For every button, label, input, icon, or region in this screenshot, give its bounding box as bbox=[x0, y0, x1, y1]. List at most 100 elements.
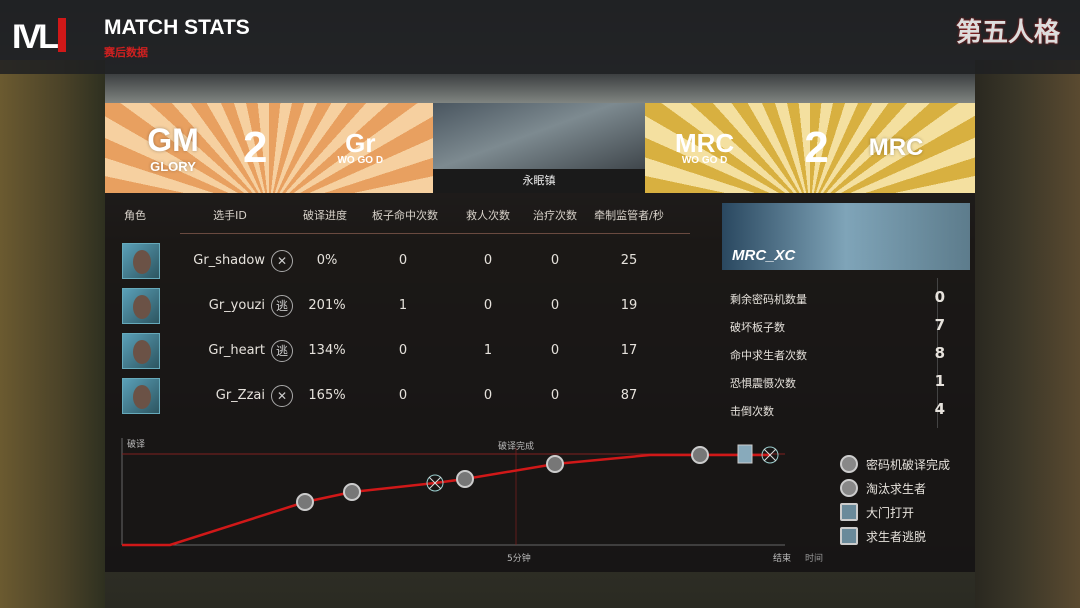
team-right-score: 2 bbox=[804, 123, 829, 172]
header-pallet-hits: 板子命中次数 bbox=[372, 209, 438, 222]
cell-heals: 0 bbox=[550, 298, 560, 313]
table-row: Gr_heart 逃 134% 0 1 0 17 bbox=[105, 333, 705, 373]
player-name: Gr_heart bbox=[208, 343, 265, 358]
cell-heals: 0 bbox=[550, 388, 560, 403]
stat-value: 4 bbox=[934, 400, 945, 418]
team-left-banner: GM GLORY 2 Gr WO GO D bbox=[105, 103, 433, 193]
x-label: 时间 bbox=[805, 552, 823, 564]
cell-pallet-hits: 0 bbox=[398, 388, 408, 403]
table-row: Gr_Zzai ✕ 165% 0 0 0 87 bbox=[105, 378, 705, 418]
page-title: MATCH STATS bbox=[104, 16, 250, 39]
character-avatar bbox=[122, 378, 160, 414]
table-row: Gr_shadow ✕ 0% 0 0 0 25 bbox=[105, 243, 705, 283]
match-stats-panel: GM GLORY 2 Gr WO GO D 永眠镇 MRC WO GO D 2 MRC… bbox=[105, 103, 975, 572]
header-rescues: 救人次数 bbox=[466, 209, 510, 222]
cipher-complete-icon bbox=[840, 455, 858, 473]
team-right-logo: MRC bbox=[868, 134, 924, 161]
hunter-stat: 命中求生者次数 8 bbox=[730, 344, 945, 363]
stat-label: 破坏板子数 bbox=[730, 321, 785, 334]
cell-rescues: 0 bbox=[483, 298, 493, 313]
cell-decode: 134% bbox=[308, 343, 346, 358]
cell-pallet-hits: 1 bbox=[398, 298, 408, 313]
cell-decode: 201% bbox=[308, 298, 346, 313]
escape-icon bbox=[840, 527, 858, 545]
gate-open-icon bbox=[840, 503, 858, 521]
hunter-stat: 破坏板子数 7 bbox=[730, 316, 945, 335]
table-row: Gr_youzi 逃 201% 1 0 0 19 bbox=[105, 288, 705, 328]
page-subtitle: 赛后数据 bbox=[104, 46, 148, 59]
progress-line bbox=[122, 453, 770, 547]
stat-label: 剩余密码机数量 bbox=[730, 293, 807, 306]
game-logo: 第五人格 bbox=[955, 18, 1060, 48]
threshold-label: 破译完成 bbox=[498, 440, 534, 452]
background-left bbox=[0, 60, 105, 608]
escape-icon bbox=[737, 444, 753, 464]
background-right bbox=[975, 60, 1080, 608]
cell-decode: 165% bbox=[308, 388, 346, 403]
header-decode: 破译进度 bbox=[303, 209, 347, 222]
stat-value: 1 bbox=[934, 372, 945, 390]
cipher-complete-icon bbox=[343, 483, 361, 501]
hunter-stat: 恐惧震慑次数 1 bbox=[730, 372, 945, 391]
legend-label: 求生者逃脱 bbox=[866, 529, 927, 544]
cipher-complete-icon bbox=[691, 446, 709, 464]
legend-item: 密码机破译完成 bbox=[840, 455, 950, 473]
cipher-complete-icon bbox=[546, 455, 564, 473]
stat-value: 8 bbox=[934, 344, 945, 362]
team-left-logo: GM GLORY bbox=[147, 122, 199, 174]
league-logo: IVL bbox=[12, 18, 66, 57]
player-name: Gr_Zzai bbox=[215, 388, 265, 403]
cell-kite-seconds: 17 bbox=[620, 343, 638, 358]
cell-kite-seconds: 19 bbox=[620, 298, 638, 313]
mid-label: 5分钟 bbox=[507, 552, 531, 564]
divider bbox=[937, 278, 938, 428]
legend-label: 淘汰求生者 bbox=[866, 481, 927, 496]
cell-pallet-hits: 0 bbox=[398, 343, 408, 358]
team-left-tag: Gr WO GO D bbox=[337, 128, 384, 166]
map-thumbnail: 永眠镇 bbox=[433, 103, 645, 193]
stat-value: 0 bbox=[934, 288, 945, 306]
team-right-name: MRC WO GO D bbox=[675, 128, 735, 166]
header-player-id: 选手ID bbox=[213, 209, 247, 222]
cell-kite-seconds: 87 bbox=[620, 388, 638, 403]
cell-heals: 0 bbox=[550, 343, 560, 358]
legend-item: 求生者逃脱 bbox=[840, 527, 926, 545]
eliminate-icon bbox=[840, 479, 858, 497]
stat-label: 命中求生者次数 bbox=[730, 349, 807, 362]
divider bbox=[180, 233, 690, 234]
team-right-banner: MRC WO GO D 2 MRC bbox=[645, 103, 975, 193]
cell-pallet-hits: 0 bbox=[398, 253, 408, 268]
legend-label: 密码机破译完成 bbox=[866, 457, 951, 472]
team-left-score: 2 bbox=[243, 123, 268, 172]
escaped-icon: 逃 bbox=[271, 340, 293, 362]
eliminate-icon bbox=[426, 474, 444, 492]
cipher-complete-icon bbox=[456, 470, 474, 488]
map-name: 永眠镇 bbox=[433, 169, 645, 193]
cell-kite-seconds: 25 bbox=[620, 253, 638, 268]
decode-progress-chart: 破译 破译完成 5分钟 结束 时间 bbox=[121, 438, 823, 564]
header-role: 角色 bbox=[124, 209, 146, 222]
hunter-stat: 击倒次数 4 bbox=[730, 400, 945, 419]
cell-rescues: 0 bbox=[483, 388, 493, 403]
stat-label: 恐惧震慑次数 bbox=[730, 377, 796, 390]
player-name: Gr_shadow bbox=[193, 253, 265, 268]
end-label: 结束 bbox=[773, 552, 791, 564]
stat-value: 7 bbox=[934, 316, 945, 334]
cipher-complete-icon bbox=[296, 493, 314, 511]
cell-rescues: 1 bbox=[483, 343, 493, 358]
legend-item: 大门打开 bbox=[840, 503, 914, 521]
character-avatar bbox=[122, 333, 160, 369]
header-kite: 牵制监管者/秒 bbox=[594, 209, 664, 222]
top-bar: IVL MATCH STATS 赛后数据 第五人格 bbox=[0, 0, 1080, 74]
hunter-stat: 剩余密码机数量 0 bbox=[730, 288, 945, 307]
player-name: Gr_youzi bbox=[208, 298, 265, 313]
hunter-name: MRC_XC bbox=[732, 247, 796, 264]
y-label: 破译 bbox=[127, 438, 145, 450]
legend-item: 淘汰求生者 bbox=[840, 479, 926, 497]
hunter-card: MRC_XC bbox=[722, 203, 970, 270]
character-avatar bbox=[122, 243, 160, 279]
eliminate-icon bbox=[761, 446, 779, 464]
character-avatar bbox=[122, 288, 160, 324]
eliminated-icon: ✕ bbox=[271, 385, 293, 407]
cell-heals: 0 bbox=[550, 253, 560, 268]
